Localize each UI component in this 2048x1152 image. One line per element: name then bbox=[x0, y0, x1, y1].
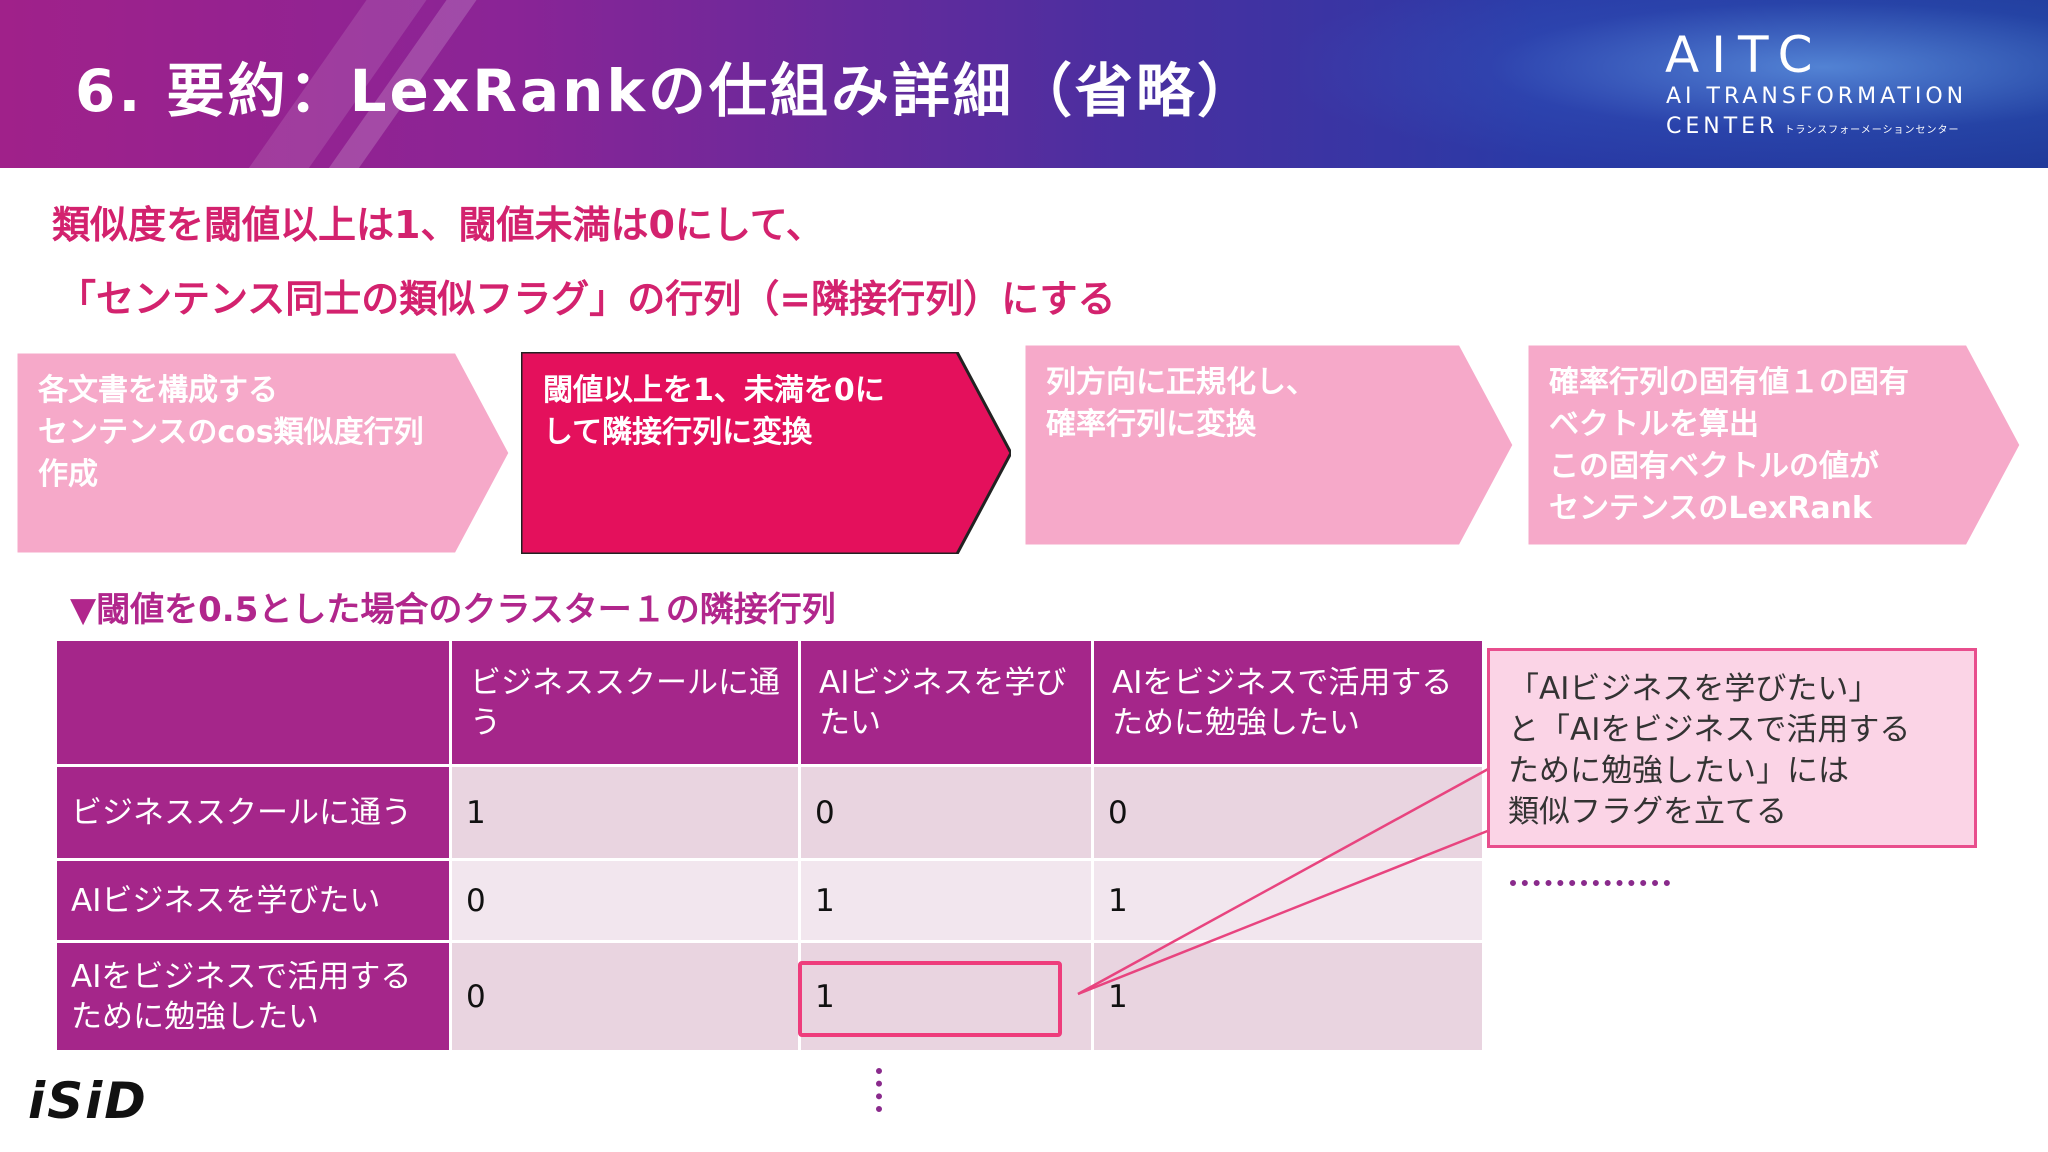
matrix-caption: ▼閾値を0.5とした場合のクラスター１の隣接行列 bbox=[70, 590, 836, 630]
matrix-cell: 0 bbox=[449, 858, 801, 943]
ellipsis-vertical bbox=[876, 1068, 882, 1112]
matrix-row-header: ビジネススクールに通う bbox=[54, 764, 452, 861]
matrix-cell: 0 bbox=[449, 940, 801, 1053]
process-step-4: 確率行列の固有値１の固有 ベクトルを算出 この固有ベクトルの値が センテンスのLexR… bbox=[1527, 344, 2021, 546]
callout-text: 「AIビジネスを学びたい」 と「AIをビジネスで活用する ために勉強したい」には 類似… bbox=[1508, 671, 1911, 830]
ellipsis-horizontal bbox=[1510, 880, 1670, 886]
process-step-1: 各文書を構成する センテンスのcos類似度行列 作成 bbox=[16, 352, 510, 554]
step-arrow-shape bbox=[16, 352, 510, 554]
process-step-3: 列方向に正規化し、 確率行列に変換 bbox=[1024, 344, 1514, 546]
highlight-box bbox=[798, 961, 1062, 1037]
step-arrow-shape bbox=[1024, 344, 1514, 546]
matrix-corner bbox=[54, 638, 452, 767]
aitc-logo-line1: AI TRANSFORMATION bbox=[1666, 84, 1968, 109]
matrix-cell: 1 bbox=[449, 764, 801, 861]
lead-text-line1: 類似度を閾値以上は1、閾値未満は0にして、 bbox=[52, 203, 824, 247]
matrix-cell: 1 bbox=[1091, 858, 1485, 943]
callout-note: 「AIビジネスを学びたい」 と「AIをビジネスで活用する ために勉強したい」には 類似… bbox=[1487, 648, 1977, 848]
step-arrow bbox=[16, 352, 510, 554]
aitc-logo-center: CENTER bbox=[1666, 114, 1779, 139]
matrix-cell: 0 bbox=[1091, 764, 1485, 861]
matrix-row: AIビジネスを学びたい 0 1 1 bbox=[54, 858, 1485, 943]
matrix-row: AIをビジネスで活用するために勉強したい 0 1 1 bbox=[54, 940, 1485, 1053]
process-step-text: 各文書を構成する センテンスのcos類似度行列 作成 bbox=[38, 373, 424, 492]
process-step-2: 閾値以上を1、未満を0に して隣接行列に変換 bbox=[521, 352, 1011, 554]
lead-text-line2: 「センテンス同士の類似フラグ」の行列（=隣接行列）にする bbox=[58, 277, 1116, 321]
isid-logo: iSiD bbox=[28, 1072, 148, 1130]
process-step-text: 閾値以上を1、未満を0に して隣接行列に変換 bbox=[543, 373, 885, 450]
matrix-cell: 1 bbox=[798, 858, 1094, 943]
header-banner: 6. 要約：LexRankの仕組み詳細（省略） AITC AI TRANSFOR… bbox=[0, 0, 2048, 168]
process-step-text: 確率行列の固有値１の固有 ベクトルを算出 この固有ベクトルの値が センテンスのLexR… bbox=[1549, 365, 1909, 526]
process-step-text: 列方向に正規化し、 確率行列に変換 bbox=[1046, 365, 1316, 442]
matrix-row-header: AIをビジネスで活用するために勉強したい bbox=[54, 940, 452, 1053]
matrix-column-header: AIビジネスを学びたい bbox=[798, 638, 1094, 767]
step-arrow bbox=[1024, 344, 1514, 546]
aitc-logo-line2: CENTER トランスフォーメーションセンター bbox=[1666, 114, 1960, 139]
slide-title: 6. 要約：LexRankの仕組み詳細（省略） bbox=[75, 57, 1258, 125]
matrix-column-header: AIをビジネスで活用するために勉強したい bbox=[1091, 638, 1485, 767]
matrix-row-header: AIビジネスを学びたい bbox=[54, 858, 452, 943]
aitc-logo: AITC bbox=[1665, 26, 1825, 84]
header-glow bbox=[1300, 0, 2048, 168]
matrix-cell: 0 bbox=[798, 764, 1094, 861]
step-arrow bbox=[521, 352, 1011, 554]
step-arrow-shape bbox=[1527, 344, 2021, 546]
step-arrow-shape bbox=[521, 352, 1011, 554]
adjacency-matrix: ビジネススクールに通う AIビジネスを学びたい AIをビジネスで活用するために勉… bbox=[54, 638, 1485, 1053]
step-arrow bbox=[1527, 344, 2021, 546]
matrix-row: ビジネススクールに通う 1 0 0 bbox=[54, 764, 1485, 861]
matrix-column-header: ビジネススクールに通う bbox=[449, 638, 801, 767]
matrix-cell: 1 bbox=[1091, 940, 1485, 1053]
matrix-header-row: ビジネススクールに通う AIビジネスを学びたい AIをビジネスで活用するために勉… bbox=[54, 638, 1485, 767]
aitc-logo-kana: トランスフォーメーションセンター bbox=[1784, 125, 1960, 136]
